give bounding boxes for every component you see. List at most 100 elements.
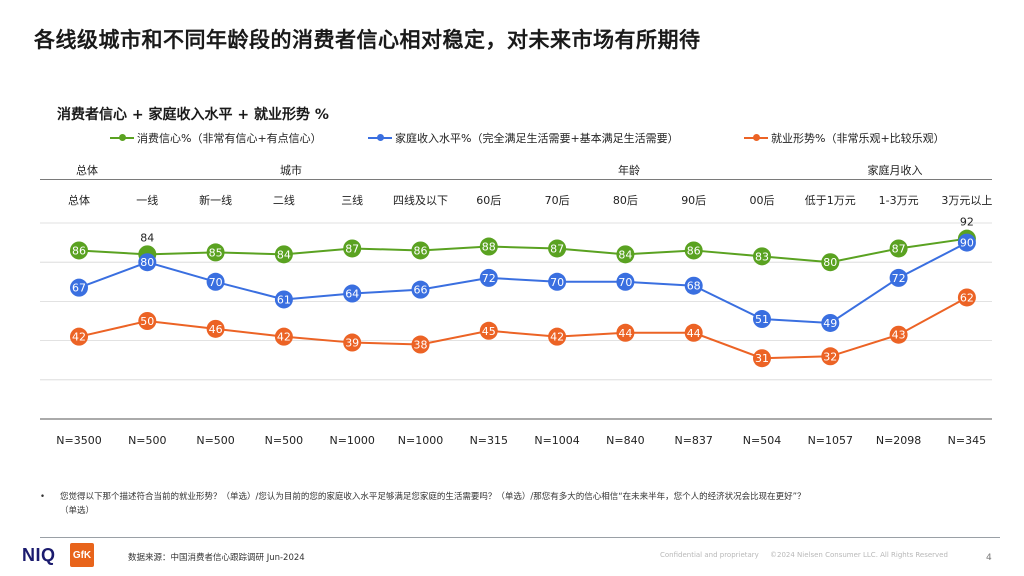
data-point <box>684 241 703 260</box>
category-label: 00后 <box>750 194 775 207</box>
data-point <box>343 284 362 303</box>
sample-size-label: N=1004 <box>534 434 579 447</box>
data-label: 42 <box>277 331 291 344</box>
data-point <box>274 290 293 309</box>
data-point <box>479 321 498 340</box>
data-label: 44 <box>618 327 632 340</box>
gfk-logo: GfK <box>70 543 94 567</box>
category-label: 三线 <box>341 193 363 207</box>
legend-line-icon <box>744 134 768 141</box>
data-point <box>548 272 567 291</box>
data-label: 87 <box>345 242 359 255</box>
data-label: 66 <box>414 284 428 297</box>
category-label: 3万元以上 <box>941 194 992 207</box>
chart-title: 消费者信心 + 家庭收入水平 + 就业形势 % <box>57 107 329 123</box>
legend-label: 消费信心%（非常有信心+有点信心） <box>137 132 322 145</box>
sample-size-label: N=2098 <box>876 434 921 447</box>
legend-item-household-income: 家庭收入水平%（完全满足生活需要+基本满足生活需要） <box>368 130 679 146</box>
data-point <box>70 327 88 346</box>
data-point <box>274 327 293 346</box>
group-label: 家庭月收入 <box>868 163 923 177</box>
category-label: 80后 <box>613 194 638 207</box>
data-point <box>753 310 771 329</box>
data-label: 68 <box>687 280 701 293</box>
data-point <box>889 268 908 287</box>
data-label: 87 <box>892 242 906 255</box>
data-label: 45 <box>482 325 496 338</box>
group-label: 城市 <box>280 163 302 177</box>
data-label: 42 <box>550 331 564 344</box>
data-point <box>889 239 908 258</box>
data-label: 70 <box>550 276 564 289</box>
sample-size-label: N=1000 <box>398 434 443 447</box>
series-line <box>78 237 968 264</box>
category-label: 低于1万元 <box>805 194 856 207</box>
data-point <box>274 245 293 264</box>
legend-item-employment: 就业形势%（非常乐观+比较乐观） <box>744 130 945 146</box>
category-label: 70后 <box>545 194 570 207</box>
data-point <box>343 239 362 258</box>
footer-divider <box>40 537 1000 538</box>
data-label: 31 <box>755 352 769 365</box>
data-point <box>548 239 567 258</box>
data-label: 46 <box>209 323 223 336</box>
legend-line-icon <box>110 134 134 141</box>
data-point <box>206 272 225 291</box>
series-line <box>78 241 968 324</box>
data-point <box>548 327 567 346</box>
data-label: 83 <box>755 250 769 263</box>
data-label: 86 <box>72 244 86 257</box>
data-label: 84 <box>618 248 632 261</box>
data-label: 84 <box>277 248 291 261</box>
data-point <box>206 243 225 262</box>
legend-line-icon <box>368 134 392 141</box>
data-label: 64 <box>345 288 359 301</box>
data-label: 39 <box>345 337 359 350</box>
data-label: 43 <box>892 329 906 342</box>
footnote: • 您觉得以下那个描述符合当前的就业形势？（单选）/您认为目前的您的家庭收入水平… <box>40 490 820 518</box>
data-label: 92 <box>960 216 974 229</box>
data-point <box>821 253 840 272</box>
data-label: 51 <box>755 313 769 326</box>
data-source: 数据来源：中国消费者信心跟踪调研 Jun-2024 <box>128 553 305 563</box>
data-point <box>684 276 703 295</box>
category-label: 90后 <box>681 194 706 207</box>
data-label: 88 <box>482 241 496 254</box>
sample-size-label: N=500 <box>196 434 234 447</box>
data-label: 84 <box>140 231 154 244</box>
data-point <box>206 319 225 338</box>
sample-size-label: N=1000 <box>329 434 374 447</box>
confidential-notice: Confidential and proprietary <box>660 551 759 559</box>
data-label: 70 <box>618 276 632 289</box>
sample-size-label: N=1057 <box>808 434 853 447</box>
data-label: 85 <box>209 246 223 259</box>
category-label: 新一线 <box>199 193 232 207</box>
data-label: 72 <box>482 272 496 285</box>
sample-size-label: N=840 <box>606 434 644 447</box>
data-label: 86 <box>687 244 701 257</box>
data-label: 44 <box>687 327 701 340</box>
group-label: 总体 <box>76 163 98 177</box>
category-label: 四线及以下 <box>393 193 448 207</box>
page-number: 4 <box>986 553 992 563</box>
data-point <box>753 349 771 368</box>
group-label: 年龄 <box>618 163 640 177</box>
niq-logo: NIQ <box>22 545 56 565</box>
sample-size-label: N=500 <box>265 434 303 447</box>
sample-size-label: N=315 <box>470 434 508 447</box>
data-label: 49 <box>823 317 837 330</box>
data-point <box>138 312 157 330</box>
category-label: 一线 <box>136 193 158 207</box>
data-point <box>684 323 703 342</box>
category-label: 总体 <box>68 193 90 207</box>
sample-size-label: N=504 <box>743 434 781 447</box>
copyright-notice: ©2024 Nielsen Consumer LLC. All Rights R… <box>770 551 948 559</box>
sample-size-label: N=837 <box>674 434 712 447</box>
sample-size-label: N=345 <box>948 434 986 447</box>
data-point <box>479 268 498 287</box>
data-label: 32 <box>823 350 837 363</box>
category-label: 60后 <box>476 194 501 207</box>
series-line <box>78 296 968 360</box>
data-label: 80 <box>823 256 837 269</box>
data-point <box>753 247 771 266</box>
